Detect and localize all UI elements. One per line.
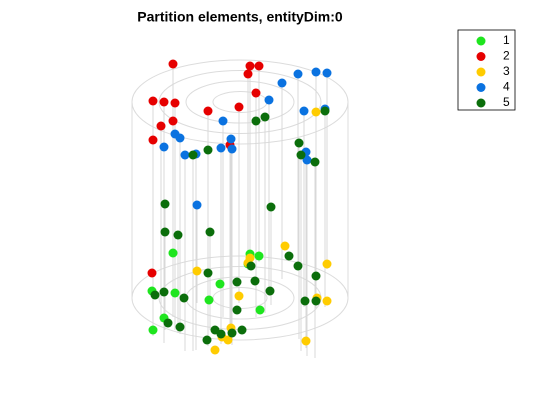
point — [148, 135, 158, 145]
point — [170, 288, 180, 298]
point — [311, 296, 321, 306]
point — [202, 335, 212, 345]
point — [322, 259, 332, 269]
point — [301, 336, 311, 346]
point — [170, 98, 180, 108]
point — [260, 112, 270, 122]
legend-marker — [476, 83, 486, 92]
point — [160, 227, 170, 237]
point — [226, 134, 236, 144]
point — [232, 305, 242, 315]
point — [254, 251, 264, 261]
point — [237, 325, 247, 335]
point — [311, 67, 321, 77]
point — [322, 296, 332, 306]
legend: 1 23 45 — [476, 33, 510, 109]
point — [179, 293, 189, 303]
point — [204, 295, 214, 305]
points — [147, 59, 332, 355]
point — [243, 69, 253, 79]
ring — [185, 80, 295, 124]
point — [293, 261, 303, 271]
point — [254, 61, 264, 71]
point — [180, 150, 190, 160]
point — [215, 279, 225, 289]
point — [159, 142, 169, 152]
point — [148, 325, 158, 335]
point — [192, 200, 202, 210]
legend-label: 1 — [503, 33, 510, 47]
point — [284, 251, 294, 261]
point — [148, 96, 158, 106]
legend-marker — [476, 52, 486, 61]
point — [322, 68, 332, 78]
point — [251, 116, 261, 126]
point — [280, 241, 290, 251]
point — [311, 107, 321, 117]
point — [250, 276, 260, 286]
point — [277, 78, 287, 88]
point — [216, 143, 226, 153]
chart-title: Partition elements, entityDim:0 — [137, 9, 343, 25]
point — [227, 144, 237, 154]
point — [293, 69, 303, 79]
point — [296, 150, 306, 160]
point — [234, 291, 244, 301]
point — [264, 95, 274, 105]
point — [265, 286, 275, 296]
point — [234, 102, 244, 112]
point — [159, 287, 169, 297]
point — [188, 150, 198, 160]
point — [210, 345, 220, 355]
point — [299, 106, 309, 116]
point — [168, 116, 178, 126]
point — [173, 230, 183, 240]
legend-label: 3 — [503, 64, 510, 78]
legend-box — [457, 29, 516, 111]
point — [175, 133, 185, 143]
point — [168, 248, 178, 258]
point — [300, 296, 310, 306]
point — [218, 116, 228, 126]
point — [227, 328, 237, 338]
point — [251, 88, 261, 98]
point — [246, 261, 256, 271]
point — [150, 290, 160, 300]
legend-marker — [476, 67, 486, 77]
point — [168, 59, 178, 69]
point — [160, 199, 170, 209]
point — [203, 145, 213, 155]
point — [232, 277, 242, 287]
ring — [158, 70, 322, 134]
point — [210, 325, 220, 335]
point — [156, 121, 166, 131]
point — [245, 61, 255, 71]
point — [311, 271, 321, 281]
point — [310, 157, 320, 167]
point — [203, 106, 213, 116]
point — [294, 138, 304, 148]
point — [266, 202, 276, 212]
point — [255, 305, 265, 315]
legend-label: 2 — [503, 49, 510, 63]
point — [175, 322, 185, 332]
point — [163, 318, 173, 328]
point — [203, 268, 213, 278]
legend-marker — [476, 98, 486, 108]
point — [223, 335, 233, 345]
point — [192, 266, 202, 276]
legend-label: 4 — [503, 80, 510, 94]
point — [205, 227, 215, 237]
point — [302, 155, 312, 165]
point — [159, 97, 169, 107]
legend-label: 5 — [503, 95, 510, 109]
point — [320, 106, 330, 116]
legend-marker — [476, 36, 486, 46]
point — [147, 268, 157, 278]
